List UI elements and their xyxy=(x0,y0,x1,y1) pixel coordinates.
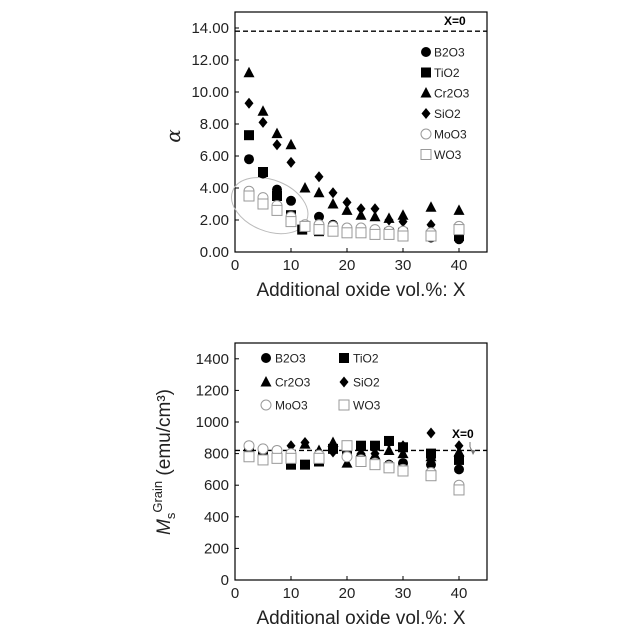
figure-background xyxy=(0,0,640,640)
data-point xyxy=(300,460,310,470)
data-point xyxy=(356,457,366,467)
y-tick-label: 200 xyxy=(204,540,229,557)
y-tick-label: 8.00 xyxy=(200,116,229,133)
reference-line-label: X=0 xyxy=(444,14,466,28)
legend-label: B2O3 xyxy=(434,46,465,60)
legend-label: SiO2 xyxy=(434,107,461,121)
legend-label: MoO3 xyxy=(434,128,467,142)
data-point xyxy=(272,191,282,201)
x-tick-label: 10 xyxy=(283,257,300,274)
y-tick-label: 14.00 xyxy=(191,20,229,37)
data-point xyxy=(454,485,464,495)
y-tick-label: 1000 xyxy=(196,414,229,431)
data-point xyxy=(454,225,464,235)
data-point xyxy=(258,444,268,454)
x-tick-label: 0 xyxy=(231,585,239,602)
legend-label: B2O3 xyxy=(275,352,306,366)
legend-label: WO3 xyxy=(434,148,462,162)
data-point xyxy=(342,441,352,451)
y-axis-label: MsGrain (emu/cm³) xyxy=(150,389,178,535)
legend-label: Cr2O3 xyxy=(275,376,311,390)
y-tick-label: 12.00 xyxy=(191,52,229,69)
y-tick-label: 1200 xyxy=(196,382,229,399)
data-point xyxy=(398,466,408,476)
data-point xyxy=(244,441,254,451)
data-point xyxy=(244,154,254,164)
legend-marker xyxy=(339,353,349,363)
data-point xyxy=(314,225,324,235)
data-point xyxy=(272,453,282,463)
data-point xyxy=(356,228,366,238)
y-tick-label: 0 xyxy=(221,572,229,589)
x-tick-label: 30 xyxy=(395,585,412,602)
legend-marker xyxy=(261,400,271,410)
figure-canvas: 0.00 2.00 4.00 6.00 8.00 10.00 12.00 14.00 0 10 20… xyxy=(0,0,640,640)
legend-label: TiO2 xyxy=(434,66,460,80)
y-tick-label: 400 xyxy=(204,509,229,526)
x-tick-label: 0 xyxy=(231,257,239,274)
legend-marker xyxy=(421,150,431,160)
data-point xyxy=(342,228,352,238)
x-tick-label: 20 xyxy=(339,585,356,602)
data-point xyxy=(258,455,268,465)
data-point xyxy=(272,205,282,215)
y-tick-label: 2.00 xyxy=(200,212,229,229)
data-point xyxy=(244,130,254,140)
legend-label: WO3 xyxy=(353,399,381,413)
x-tick-label: 10 xyxy=(283,585,300,602)
reference-line-label: X=0 xyxy=(452,427,474,441)
data-point xyxy=(286,217,296,227)
legend-marker xyxy=(261,353,271,363)
data-point xyxy=(370,460,380,470)
data-point xyxy=(454,464,464,474)
x-tick-label: 40 xyxy=(451,585,468,602)
legend-label: MoO3 xyxy=(275,399,308,413)
data-point xyxy=(370,229,380,239)
data-point xyxy=(342,452,352,462)
data-point xyxy=(258,199,268,209)
x-tick-label: 20 xyxy=(339,257,356,274)
data-point xyxy=(258,167,268,177)
x-axis-label: Additional oxide vol.%: X xyxy=(256,280,465,301)
data-point xyxy=(314,453,324,463)
data-point xyxy=(244,452,254,462)
data-point xyxy=(328,226,338,236)
legend-marker xyxy=(339,400,349,410)
data-point xyxy=(426,471,436,481)
data-point xyxy=(286,453,296,463)
legend-marker xyxy=(421,47,431,57)
x-tick-label: 30 xyxy=(395,257,412,274)
y-tick-label: 10.00 xyxy=(191,84,229,101)
data-point xyxy=(286,196,296,206)
y-tick-label: 0.00 xyxy=(200,244,229,261)
legend-label: TiO2 xyxy=(353,352,379,366)
y-tick-label: 800 xyxy=(204,446,229,463)
y-tick-label: 6.00 xyxy=(200,148,229,165)
x-tick-label: 40 xyxy=(451,257,468,274)
legend-marker xyxy=(421,129,431,139)
data-point xyxy=(300,221,310,231)
x-axis-label: Additional oxide vol.%: X xyxy=(256,608,465,629)
y-tick-label: 4.00 xyxy=(200,180,229,197)
y-tick-label: 600 xyxy=(204,477,229,494)
data-point xyxy=(426,231,436,241)
data-point xyxy=(384,463,394,473)
y-tick-label: 1400 xyxy=(196,351,229,368)
data-point xyxy=(384,229,394,239)
y-axis-label: α xyxy=(161,129,185,143)
legend-label: SiO2 xyxy=(353,376,380,390)
legend-label: Cr2O3 xyxy=(434,87,470,101)
legend-marker xyxy=(421,68,431,78)
data-point xyxy=(398,231,408,241)
data-point xyxy=(244,191,254,201)
